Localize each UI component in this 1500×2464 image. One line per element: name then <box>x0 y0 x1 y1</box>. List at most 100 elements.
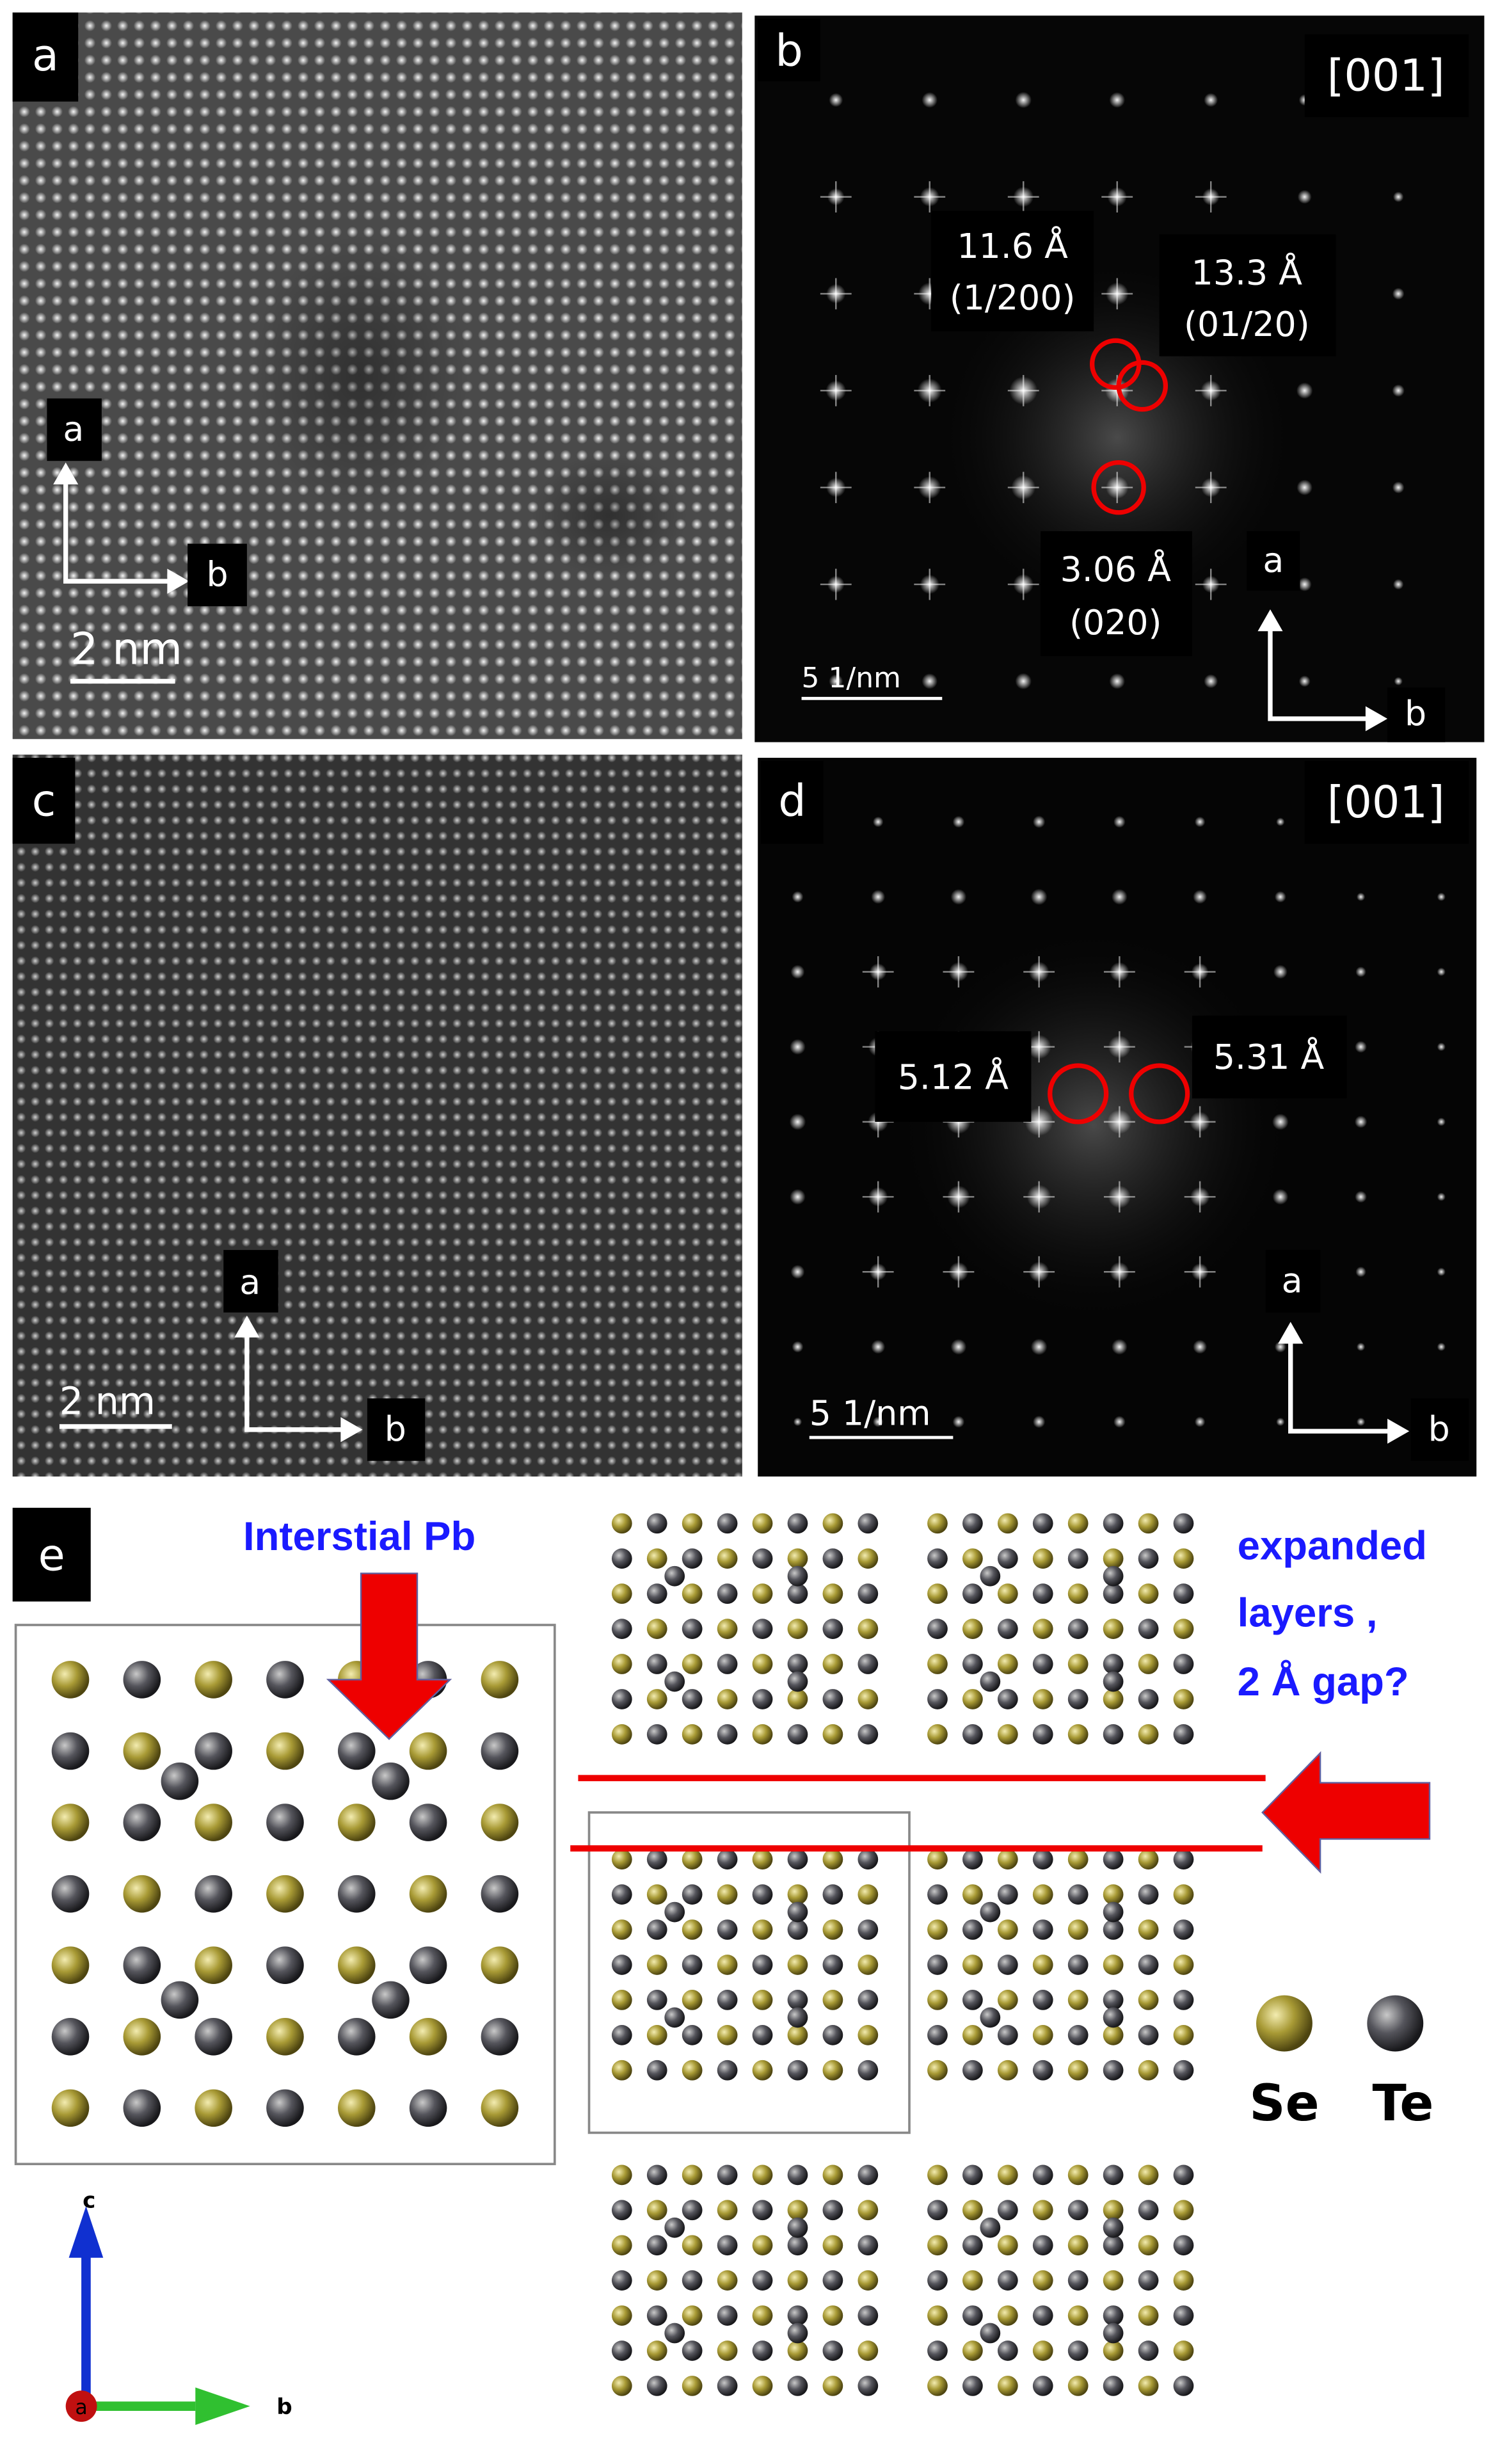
spot <box>1392 579 1404 590</box>
atom <box>997 2024 1018 2045</box>
atom <box>1103 1849 1124 1870</box>
atom <box>927 2305 948 2326</box>
panel-label: b <box>775 26 802 77</box>
atom <box>646 2340 667 2361</box>
atom <box>1067 1513 1089 1534</box>
panel-a: a a b 2 nm <box>12 12 742 739</box>
atom <box>752 2164 773 2186</box>
atom <box>1173 1583 1194 1604</box>
atom <box>646 2270 667 2291</box>
spot-circle <box>1091 460 1146 515</box>
interstitial <box>664 2323 685 2344</box>
atom <box>962 2340 983 2361</box>
spot <box>1392 481 1405 493</box>
atom <box>787 1513 808 1534</box>
atom <box>962 1513 983 1534</box>
atom <box>787 2200 808 2221</box>
panel-label: d <box>778 776 806 826</box>
atom <box>822 1689 843 1709</box>
axis-box <box>188 543 247 607</box>
atom <box>927 2340 948 2361</box>
atom <box>611 1689 632 1709</box>
axis-label: a <box>63 408 84 449</box>
spot <box>1109 673 1125 689</box>
atom <box>1032 2164 1053 2186</box>
spot-box <box>1192 1015 1347 1099</box>
interstitial <box>1103 1565 1124 1587</box>
axis-label: b <box>1428 1409 1450 1449</box>
atom <box>682 1654 703 1674</box>
spot <box>1296 382 1313 399</box>
tem-image <box>12 755 742 1477</box>
atom <box>51 1875 90 1913</box>
arrow-head <box>1257 609 1388 732</box>
atom <box>927 1583 948 1604</box>
atom <box>1067 2200 1089 2221</box>
atom <box>1067 1724 1089 1745</box>
atom <box>752 1689 773 1709</box>
label-box <box>758 19 820 81</box>
axis-arrow <box>63 476 175 584</box>
atom <box>962 1990 983 2010</box>
atom <box>717 2340 738 2361</box>
atom <box>858 1724 879 1745</box>
atom <box>646 2200 667 2221</box>
atom <box>787 2270 808 2291</box>
atom <box>717 1583 738 1604</box>
atom <box>962 2235 983 2256</box>
atom <box>1138 1849 1159 1870</box>
atom <box>752 1919 773 1940</box>
atom <box>927 1724 948 1745</box>
spot <box>1437 1192 1446 1201</box>
hkl: (01/20) <box>1184 304 1310 344</box>
atom <box>682 2164 703 2186</box>
atom <box>822 2270 843 2291</box>
interstitial <box>980 1901 1001 1923</box>
spot <box>871 890 886 904</box>
atom <box>646 1654 667 1674</box>
spot <box>1392 384 1405 397</box>
atom <box>1173 1919 1194 1940</box>
atom <box>1032 1849 1053 1870</box>
atom <box>1067 1583 1089 1604</box>
atom <box>1032 2270 1053 2291</box>
atom <box>787 2024 808 2045</box>
atom <box>51 1661 90 1699</box>
atom <box>123 2017 161 2056</box>
atom <box>1138 1689 1159 1709</box>
atom <box>611 1990 632 2010</box>
atom <box>646 1884 667 1905</box>
spot <box>1030 888 1048 906</box>
atom <box>337 2089 376 2127</box>
spot-box <box>1041 531 1192 657</box>
atom <box>1103 1654 1124 1674</box>
spot <box>950 889 967 905</box>
spot <box>792 1341 804 1353</box>
interstitial <box>664 1671 685 1692</box>
atom <box>787 1548 808 1569</box>
atom <box>962 2270 983 2291</box>
axis-box <box>47 398 102 461</box>
atom <box>481 1804 519 1841</box>
legend-te <box>1367 1995 1424 2052</box>
atom <box>858 1583 879 1604</box>
atom <box>822 1849 843 1870</box>
label-box <box>12 12 79 102</box>
atom <box>1067 2060 1089 2081</box>
atom <box>1138 2164 1159 2186</box>
atom <box>787 2340 808 2361</box>
atom <box>787 2060 808 2081</box>
atom <box>717 1689 738 1709</box>
atom <box>787 1990 808 2010</box>
spot <box>1193 1340 1207 1354</box>
spot <box>871 1340 886 1354</box>
atom <box>1067 2376 1089 2396</box>
atom <box>858 1919 879 1940</box>
atom <box>1103 1955 1124 1975</box>
atom <box>266 1946 304 1985</box>
atom <box>1103 2060 1124 2081</box>
spot-box <box>875 1031 1032 1122</box>
atom <box>409 2017 447 2056</box>
atom <box>611 1548 632 1569</box>
